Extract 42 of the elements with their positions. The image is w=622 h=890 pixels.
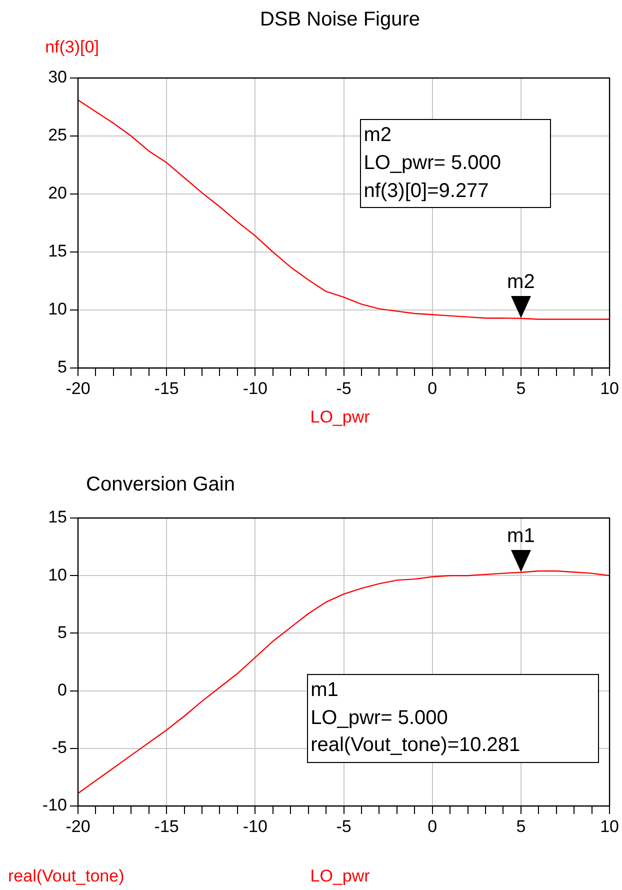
annotation: LO_pwr= 5.000	[310, 706, 449, 730]
annotation: m2	[364, 124, 393, 148]
annotation: m1	[507, 525, 535, 548]
y-tick-label: 20	[48, 184, 67, 203]
x-tick-label: 5	[516, 816, 526, 836]
y-tick-label: 15	[48, 242, 67, 261]
y-tick-label: -10	[42, 796, 67, 815]
x-tick-label: -10	[242, 816, 268, 836]
y-tick-label: 5	[58, 622, 67, 642]
x-tick-label: -20	[66, 816, 90, 836]
y-tick-label: 10	[48, 565, 67, 584]
x-tick-label: 0	[428, 378, 438, 398]
annotation: nf(3)[0]=9.277	[364, 180, 490, 203]
x-tick-label: -5	[336, 378, 352, 398]
y-tick-label: 30	[48, 68, 67, 87]
x-axis-title: LO_pwr	[310, 408, 370, 427]
x-tick-label: -15	[154, 816, 179, 836]
annotation: m1	[310, 678, 340, 702]
x-tick-label: -20	[66, 378, 90, 398]
x-tick-label: -10	[242, 378, 268, 398]
readout-panel: m1 LO_pwr= 5.000 real(Vout_tone)=10.281	[306, 674, 599, 763]
x-tick-label: 5	[516, 378, 526, 398]
annotation: LO_pwr= 5.000	[364, 152, 502, 176]
x-tick-label: 10	[600, 816, 620, 836]
y-tick-label: 25	[48, 126, 67, 145]
y-axis-title: real(Vout_tone)	[8, 866, 124, 886]
chart-title: Conversion Gain	[86, 474, 235, 496]
readout-panel: m2 LO_pwr= 5.000 nf(3)[0]=9.277	[360, 118, 552, 208]
annotation: m2	[507, 271, 535, 294]
x-tick-label: 10	[600, 378, 620, 398]
x-tick-label: -5	[336, 816, 352, 836]
x-tick-label: 0	[428, 816, 438, 836]
y-tick-label: 0	[58, 680, 67, 700]
y-axis-title: nf(3)[0]	[45, 38, 99, 57]
annotation: real(Vout_tone)=10.281	[310, 734, 522, 758]
y-tick-label: 15	[48, 508, 67, 527]
x-axis-title: LO_pwr	[310, 866, 370, 886]
y-tick-label: 5	[58, 358, 67, 377]
chart-title: DSB Noise Figure	[260, 8, 420, 31]
y-tick-label: -5	[52, 738, 67, 758]
y-tick-label: 10	[48, 300, 67, 319]
x-tick-label: -15	[154, 378, 179, 398]
